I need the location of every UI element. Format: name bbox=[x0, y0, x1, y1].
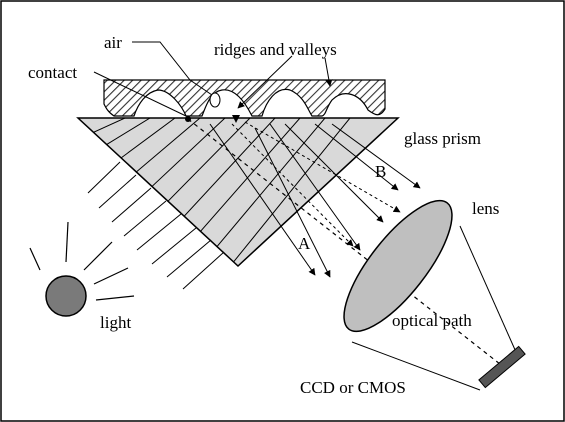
label-air: air bbox=[104, 33, 122, 52]
lens-focus-lines bbox=[351, 225, 517, 391]
dashed-rays-b bbox=[231, 121, 401, 247]
air-bubble bbox=[209, 92, 221, 108]
glass-prism bbox=[76, 117, 400, 268]
finger bbox=[103, 79, 386, 117]
label-ray-a: A bbox=[298, 234, 311, 253]
light-source bbox=[45, 275, 87, 317]
label-contact: contact bbox=[28, 63, 77, 82]
leader-lines bbox=[93, 41, 333, 117]
sensor-bar bbox=[478, 345, 526, 389]
label-ray-b: B bbox=[375, 162, 386, 181]
light-beams bbox=[29, 221, 135, 301]
label-ridges-and-valleys: ridges and valleys bbox=[214, 40, 337, 59]
contact-point bbox=[185, 116, 191, 122]
incident-rays bbox=[87, 161, 225, 290]
lens bbox=[343, 199, 453, 333]
label-light: light bbox=[100, 313, 131, 332]
label-sensor: CCD or CMOS bbox=[300, 378, 406, 397]
optical-path-line bbox=[187, 118, 506, 369]
air-point-marker bbox=[232, 115, 240, 123]
reflected-rays bbox=[209, 123, 421, 278]
label-glass-prism: glass prism bbox=[404, 129, 481, 148]
label-lens: lens bbox=[472, 199, 499, 218]
label-optical-path: optical path bbox=[392, 311, 472, 330]
